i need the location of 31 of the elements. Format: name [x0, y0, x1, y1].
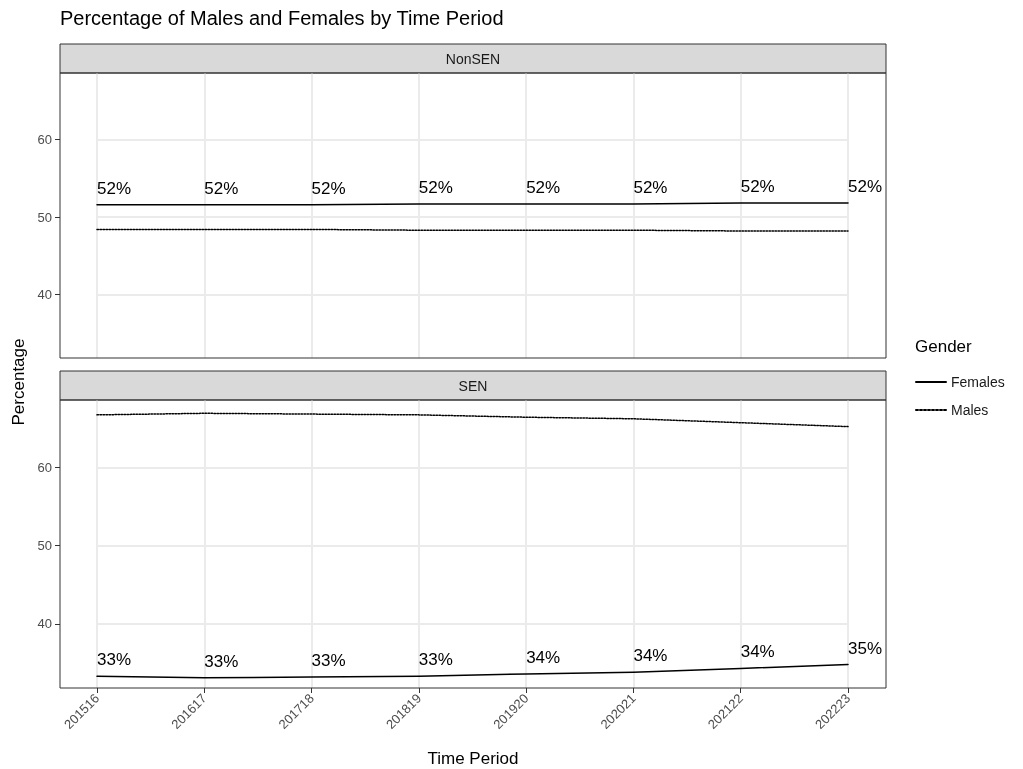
data-label: 52%: [526, 177, 561, 197]
data-label: 35%: [848, 638, 883, 658]
data-label: 33%: [204, 651, 239, 671]
legend-label: Males: [951, 402, 989, 418]
legend-title: Gender: [915, 336, 973, 356]
data-label: 52%: [633, 177, 668, 197]
y-tick-label: 50: [37, 209, 52, 225]
chart-subtitle: NonSEN: [445, 50, 501, 67]
legend-label: Females: [951, 374, 1005, 390]
data-label: 33%: [311, 651, 346, 671]
data-label: 34%: [526, 647, 561, 667]
data-label: 34%: [740, 642, 775, 662]
data-label: 52%: [848, 177, 883, 197]
data-label: 33%: [418, 650, 453, 670]
data-label: 52%: [204, 178, 239, 198]
x-axis-title: Time Period: [427, 748, 519, 768]
y-tick-label: 60: [37, 459, 52, 475]
chart-title: Percentage of Males and Females by Time Period: [60, 7, 504, 29]
line-series: [96, 412, 849, 428]
data-label: 52%: [418, 177, 453, 197]
data-label: 33%: [97, 650, 132, 670]
chart-title: SEN: [458, 377, 488, 394]
y-tick-label: 60: [37, 132, 52, 148]
y-tick-label: 40: [37, 286, 52, 302]
y-axis-title: Percentage: [8, 338, 28, 426]
y-tick-label: 50: [37, 538, 52, 554]
y-tick-label: 40: [37, 616, 52, 632]
data-label: 52%: [97, 178, 132, 198]
data-label: 52%: [311, 178, 346, 198]
data-label: 52%: [740, 177, 775, 197]
data-label: 34%: [633, 646, 668, 666]
